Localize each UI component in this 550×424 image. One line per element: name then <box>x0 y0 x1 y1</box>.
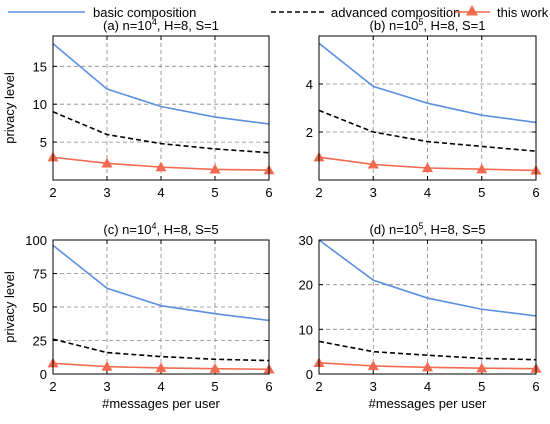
point-this-work <box>422 361 433 372</box>
legend-label-this-work: this work <box>497 5 549 20</box>
x-tick-label: 2 <box>49 379 56 394</box>
panel-title: (c) n=104, H=8, S=5 <box>103 221 218 237</box>
x-tick-label: 4 <box>424 185 431 200</box>
y-tick-label: 2 <box>306 125 313 140</box>
x-tick-label: 4 <box>424 379 431 394</box>
series-line-advanced-composition <box>52 338 270 362</box>
y-tick-label: 10 <box>299 322 313 337</box>
x-axis-label: #messages per user <box>102 396 220 411</box>
panel-title-suffix: , H=8, S=5 <box>423 222 485 237</box>
y-tick-label: 15 <box>33 59 47 74</box>
y-tick-label: 5 <box>40 135 47 150</box>
x-tick-label: 3 <box>103 379 110 394</box>
y-tick-label: 20 <box>299 278 313 293</box>
point-this-work <box>476 163 488 174</box>
x-tick-label: 5 <box>478 185 485 200</box>
y-tick-label: 10 <box>33 97 47 112</box>
y-tick-label: 50 <box>33 300 47 315</box>
series-line-basic-composition <box>318 42 537 124</box>
plot-frame <box>318 239 537 375</box>
panel-title-sup: 5 <box>418 17 423 27</box>
x-tick-label: 5 <box>478 379 485 394</box>
y-axis-label: privacy level <box>2 271 17 343</box>
panel-title-suffix: , H=8, S=5 <box>156 222 218 237</box>
series-line-basic-composition <box>318 239 537 317</box>
panel-title-prefix: (d) n=10 <box>370 222 419 237</box>
panel-title-sup: 5 <box>418 221 423 231</box>
panel-title-prefix: (c) n=10 <box>103 222 151 237</box>
point-this-work <box>367 158 379 169</box>
series-line-advanced-composition <box>318 340 537 361</box>
plot-frame <box>318 35 537 181</box>
x-tick-label: 4 <box>157 185 164 200</box>
panel-title: (a) n=104, H=8, S=1 <box>103 17 219 33</box>
point-this-work <box>155 161 167 172</box>
series-line-advanced-composition <box>52 111 270 154</box>
x-tick-label: 3 <box>370 185 377 200</box>
y-tick-label: 100 <box>25 233 47 248</box>
point-this-work <box>101 157 113 168</box>
legend: basic composition advanced composition thi… <box>8 5 549 20</box>
point-this-work <box>422 162 433 173</box>
point-this-work <box>209 163 221 174</box>
x-tick-label: 6 <box>265 185 272 200</box>
y-tick-label: 75 <box>33 267 47 282</box>
x-tick-label: 3 <box>103 185 110 200</box>
x-tick-label: 6 <box>265 379 272 394</box>
legend-marker-this-work <box>466 5 478 16</box>
x-tick-label: 2 <box>315 185 322 200</box>
x-axis-label: #messages per user <box>369 396 487 411</box>
panel-title-prefix: (b) n=10 <box>370 18 419 33</box>
y-tick-label: 0 <box>40 367 47 382</box>
x-tick-label: 6 <box>532 379 539 394</box>
y-axis-label: privacy level <box>2 72 17 144</box>
point-this-work <box>367 360 379 371</box>
panel-b: 2 3 4 5 624(b) n=105, H=8, S=1 <box>306 17 542 200</box>
point-this-work <box>155 362 167 373</box>
panel-title-suffix: , H=8, S=1 <box>423 18 485 33</box>
panel-title-sup: 4 <box>151 221 156 231</box>
x-tick-label: 6 <box>532 185 539 200</box>
x-tick-label: 5 <box>211 379 218 394</box>
panel-title: (d) n=105, H=8, S=5 <box>370 221 486 237</box>
y-tick-label: 25 <box>33 334 47 349</box>
panel-title-prefix: (a) n=10 <box>103 18 152 33</box>
y-tick-label: 4 <box>306 77 313 92</box>
series-line-basic-composition <box>52 244 270 322</box>
panel-title: (b) n=105, H=8, S=1 <box>370 17 486 33</box>
x-tick-label: 2 <box>315 379 322 394</box>
point-this-work <box>209 363 221 373</box>
x-tick-label: 2 <box>49 185 56 200</box>
legend-label-basic-composition: basic composition <box>93 5 196 20</box>
panel-title-suffix: , H=8, S=1 <box>157 18 219 33</box>
point-this-work <box>476 362 488 373</box>
y-tick-label: 30 <box>299 233 313 248</box>
plot-frame <box>52 35 270 181</box>
panel-title-sup: 4 <box>152 17 157 27</box>
y-tick-label: 0 <box>306 367 313 382</box>
plot-frame <box>52 239 270 375</box>
series-line-basic-composition <box>52 42 270 125</box>
legend-label-advanced-composition: advanced composition <box>331 5 460 20</box>
series-line-advanced-composition <box>318 109 537 152</box>
x-tick-label: 3 <box>370 379 377 394</box>
x-tick-label: 5 <box>211 185 218 200</box>
point-this-work <box>101 361 113 371</box>
x-tick-label: 4 <box>157 379 164 394</box>
